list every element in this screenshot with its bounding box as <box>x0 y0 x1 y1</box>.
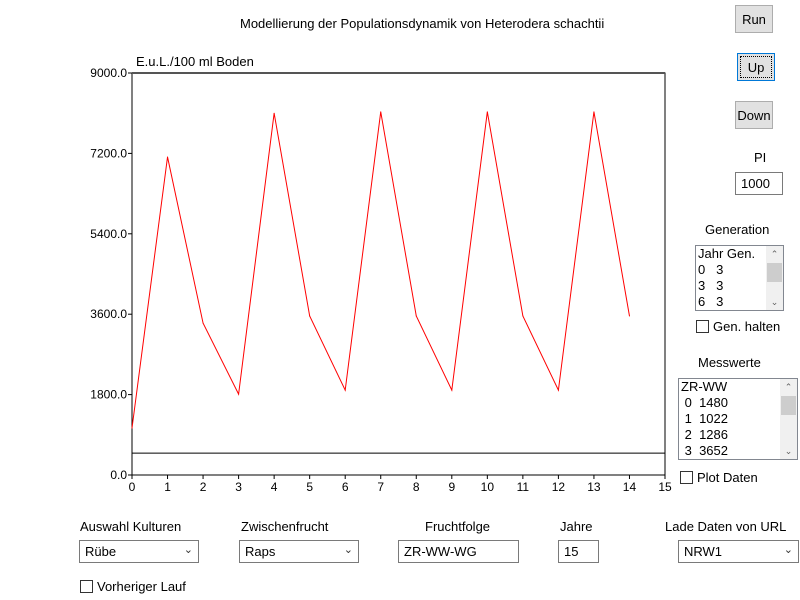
kulturen-select[interactable]: Rübe ⌄ <box>79 540 199 563</box>
data-point <box>380 111 382 113</box>
y-axis-label: E.u.L./100 ml Boden <box>136 54 254 69</box>
gen-halten-label: Gen. halten <box>713 319 781 334</box>
x-tick-label: 4 <box>271 480 278 494</box>
x-tick-label: 3 <box>235 480 242 494</box>
app-title: Modellierung der Populationsdynamik von … <box>240 16 605 31</box>
chevron-down-icon[interactable]: ⌄ <box>784 446 793 456</box>
url-value: NRW1 <box>684 544 723 559</box>
data-point <box>131 427 133 429</box>
url-label: Lade Daten von URL <box>665 519 787 534</box>
data-point <box>628 315 630 317</box>
fruchtfolge-label: Fruchtfolge <box>425 519 491 534</box>
x-tick-label: 15 <box>658 480 672 494</box>
pi-input[interactable]: 1000 <box>735 172 783 195</box>
x-tick-label: 13 <box>587 480 601 494</box>
chevron-up-icon[interactable]: ⌃ <box>784 382 793 392</box>
chevron-down-icon: ⌄ <box>343 544 353 556</box>
list-item[interactable]: ZR-WW <box>681 379 728 394</box>
vorheriger-lauf-checkbox[interactable]: Vorheriger Lauf <box>80 579 186 594</box>
data-point <box>202 322 204 324</box>
x-tick-label: 10 <box>481 480 495 494</box>
x-tick-label: 5 <box>306 480 313 494</box>
data-point <box>344 389 346 391</box>
plot-daten-label: Plot Daten <box>697 470 758 485</box>
data-point <box>309 315 311 317</box>
down-button[interactable]: Down <box>735 101 773 129</box>
jahre-input[interactable]: 15 <box>558 540 599 563</box>
list-item[interactable]: 3 3652 <box>681 443 728 458</box>
chevron-down-icon: ⌄ <box>183 544 193 556</box>
zwischenfrucht-label: Zwischenfrucht <box>241 519 329 534</box>
data-point <box>557 389 559 391</box>
x-tick-label: 11 <box>517 480 530 494</box>
data-point <box>522 315 524 317</box>
x-tick-label: 6 <box>342 480 349 494</box>
y-tick-label: 7200.0 <box>90 146 127 160</box>
x-tick-label: 1 <box>164 480 171 494</box>
x-tick-label: 2 <box>200 480 207 494</box>
jahre-label: Jahre <box>560 519 593 534</box>
x-tick-label: 0 <box>129 480 136 494</box>
x-tick-label: 7 <box>377 480 384 494</box>
vorheriger-lauf-label: Vorheriger Lauf <box>97 579 186 594</box>
zwischenfrucht-select[interactable]: Raps ⌄ <box>239 540 359 563</box>
x-tick-label: 12 <box>552 480 566 494</box>
list-item[interactable]: Jahr Gen. <box>698 246 756 261</box>
y-tick-label: 1800.0 <box>90 388 127 402</box>
chevron-down-icon[interactable]: ⌄ <box>770 297 779 307</box>
y-tick-label: 0.0 <box>110 468 127 482</box>
y-tick-label: 3600.0 <box>90 307 127 321</box>
chevron-down-icon: ⌄ <box>783 544 793 556</box>
data-point <box>273 112 275 114</box>
messwerte-label: Messwerte <box>698 355 761 370</box>
fruchtfolge-input[interactable]: ZR-WW-WG <box>398 540 519 563</box>
up-button[interactable]: Up <box>737 53 775 81</box>
chevron-up-icon[interactable]: ⌃ <box>770 249 779 259</box>
url-select[interactable]: NRW1 ⌄ <box>678 540 799 563</box>
y-tick-label: 9000.0 <box>90 66 127 80</box>
gen-halten-checkbox[interactable]: Gen. halten <box>696 319 780 334</box>
list-item[interactable]: 0 1480 <box>681 395 728 410</box>
series-line <box>131 111 630 429</box>
list-item[interactable]: 0 3 <box>698 262 724 277</box>
plot-daten-checkbox[interactable]: Plot Daten <box>680 470 758 485</box>
messwerte-list[interactable]: ZR-WW 0 1480 1 1022 2 1286 3 3652 ⌃ ⌄ <box>678 378 798 460</box>
kulturen-label: Auswahl Kulturen <box>80 519 182 534</box>
y-tick-label: 5400.0 <box>90 227 127 241</box>
zwischenfrucht-value: Raps <box>245 544 276 559</box>
scrollbar[interactable]: ⌃ ⌄ <box>780 379 797 459</box>
data-point <box>451 389 453 391</box>
run-button[interactable]: Run <box>735 5 773 33</box>
generation-label: Generation <box>705 222 770 237</box>
scrollbar[interactable]: ⌃ ⌄ <box>766 246 783 310</box>
list-item[interactable]: 6 3 <box>698 294 724 309</box>
list-item[interactable]: 1 1022 <box>681 411 728 426</box>
generation-list[interactable]: Jahr Gen. 0 3 3 3 6 3 ⌃ ⌄ <box>695 245 784 311</box>
x-tick-label: 14 <box>623 480 637 494</box>
plot-frame <box>131 72 666 476</box>
data-point <box>593 111 595 113</box>
data-point <box>415 315 417 317</box>
kulturen-value: Rübe <box>85 544 117 559</box>
list-item[interactable]: 3 3 <box>698 278 724 293</box>
data-point <box>486 111 488 113</box>
list-item[interactable]: 2 1286 <box>681 427 728 442</box>
pi-label: PI <box>754 150 767 165</box>
data-point <box>238 393 240 395</box>
x-tick-label: 9 <box>448 480 455 494</box>
x-tick-label: 8 <box>413 480 420 494</box>
data-point <box>167 156 169 158</box>
